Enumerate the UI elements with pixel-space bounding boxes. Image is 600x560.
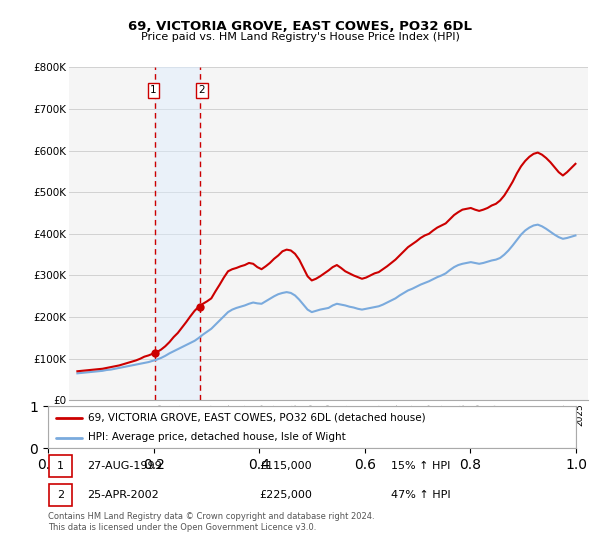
Text: HPI: Average price, detached house, Isle of Wight: HPI: Average price, detached house, Isle… bbox=[88, 432, 346, 442]
Text: Contains HM Land Registry data © Crown copyright and database right 2024.
This d: Contains HM Land Registry data © Crown c… bbox=[48, 512, 374, 532]
Text: Price paid vs. HM Land Registry's House Price Index (HPI): Price paid vs. HM Land Registry's House … bbox=[140, 32, 460, 43]
Text: 2: 2 bbox=[57, 490, 64, 500]
Text: 27-AUG-1999: 27-AUG-1999 bbox=[88, 461, 163, 471]
Text: 69, VICTORIA GROVE, EAST COWES, PO32 6DL (detached house): 69, VICTORIA GROVE, EAST COWES, PO32 6DL… bbox=[88, 413, 425, 423]
Text: 69, VICTORIA GROVE, EAST COWES, PO32 6DL: 69, VICTORIA GROVE, EAST COWES, PO32 6DL bbox=[128, 20, 472, 32]
Text: 1: 1 bbox=[57, 461, 64, 471]
FancyBboxPatch shape bbox=[49, 484, 72, 506]
Text: 1: 1 bbox=[150, 85, 157, 95]
FancyBboxPatch shape bbox=[49, 455, 72, 477]
Text: £115,000: £115,000 bbox=[259, 461, 312, 471]
Text: £225,000: £225,000 bbox=[259, 490, 312, 500]
Text: 25-APR-2002: 25-APR-2002 bbox=[88, 490, 160, 500]
Bar bbox=[155, 67, 200, 400]
Text: 15% ↑ HPI: 15% ↑ HPI bbox=[391, 461, 451, 471]
Text: 47% ↑ HPI: 47% ↑ HPI bbox=[391, 490, 451, 500]
Text: 2: 2 bbox=[198, 85, 205, 95]
